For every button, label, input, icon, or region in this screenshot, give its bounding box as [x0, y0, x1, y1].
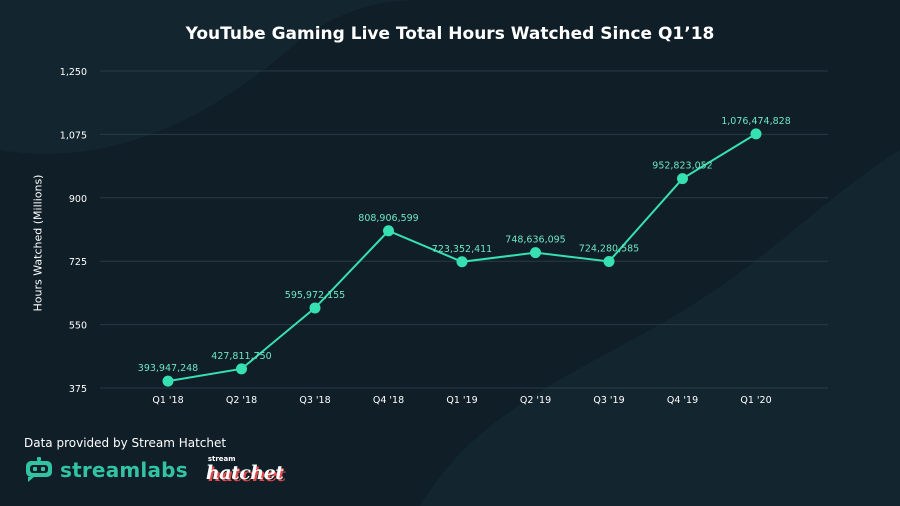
data-point	[236, 363, 247, 375]
x-tick-label: Q1 '20	[740, 395, 771, 406]
logos: streamlabs stream hatchet	[24, 455, 286, 485]
hatchet-logo-wordmark: hatchet	[205, 462, 284, 484]
data-point	[383, 225, 394, 237]
source-credit: Data provided by Stream Hatchet	[24, 436, 227, 450]
data-point	[530, 247, 541, 259]
x-tick-label: Q4 '18	[373, 395, 404, 406]
data-label: 595,972,155	[285, 290, 345, 301]
y-tick-label: 375	[69, 384, 87, 395]
data-point	[750, 128, 762, 140]
data-labels: 393,947,248 427,811,750 595,972,155 808,906…	[138, 116, 791, 374]
data-points	[162, 128, 762, 387]
streamlabs-logo: streamlabs	[24, 457, 188, 483]
data-point	[603, 255, 615, 267]
y-tick-label: 900	[69, 194, 87, 205]
data-label: 1,076,474,828	[721, 116, 791, 127]
data-point	[677, 173, 688, 185]
y-tick-label: 1,250	[60, 67, 87, 78]
data-label: 427,811,750	[211, 351, 271, 362]
streamlabs-wordmark: streamlabs	[60, 458, 188, 482]
data-label: 724,280,585	[579, 243, 639, 254]
data-label: 393,947,248	[138, 363, 198, 374]
data-label: 723,352,411	[432, 244, 492, 255]
x-tick-label: Q2 '18	[226, 395, 257, 406]
y-tick-labels: 375 550 725 900 1,075 1,250	[60, 67, 87, 395]
x-tick-label: Q3 '18	[299, 395, 330, 406]
x-tick-label: Q2 '19	[520, 395, 551, 406]
data-label: 748,636,095	[505, 235, 565, 246]
y-tick-label: 1,075	[60, 130, 87, 141]
data-label: 952,823,052	[652, 161, 712, 172]
chart-title: YouTube Gaming Live Total Hours Watched …	[185, 24, 715, 44]
grid-lines	[100, 70, 828, 389]
x-tick-labels: Q1 '18 Q2 '18 Q3 '18 Q4 '18 Q1 '19 Q2 '19 Q3 '…	[152, 395, 771, 406]
x-tick-label: Q4 '19	[667, 395, 698, 406]
data-label: 808,906,599	[358, 213, 418, 224]
hatchet-logo-top: stream	[207, 455, 236, 463]
x-tick-label: Q3 '19	[593, 395, 624, 406]
streamlabs-robot-icon	[26, 457, 52, 482]
y-tick-label: 725	[69, 257, 87, 268]
x-tick-label: Q1 '18	[152, 395, 183, 406]
data-point	[309, 302, 321, 314]
x-tick-label: Q1 '19	[446, 395, 477, 406]
stream-hatchet-logo: stream hatchet	[206, 455, 286, 485]
data-point	[162, 375, 174, 387]
y-tick-label: 550	[69, 321, 87, 332]
data-point	[456, 256, 468, 268]
